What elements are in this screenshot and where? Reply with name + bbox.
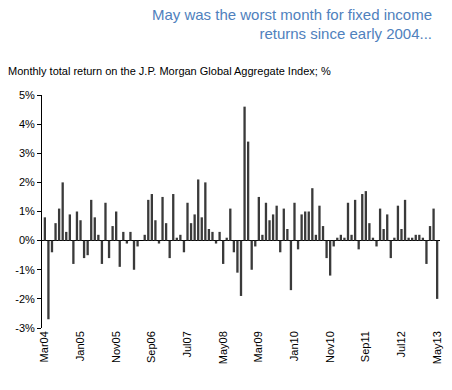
svg-text:Jan10: Jan10: [288, 331, 300, 361]
svg-text:5%: 5%: [19, 89, 35, 101]
svg-text:Nov05: Nov05: [110, 331, 122, 363]
svg-text:Sep06: Sep06: [145, 331, 157, 363]
svg-text:1%: 1%: [19, 205, 35, 217]
svg-text:Sep11: Sep11: [359, 331, 371, 362]
svg-text:-3%: -3%: [15, 322, 35, 334]
svg-text:Jul12: Jul12: [395, 331, 407, 357]
svg-text:3%: 3%: [19, 147, 35, 159]
svg-text:0%: 0%: [19, 234, 35, 246]
svg-text:Mar04: Mar04: [38, 331, 50, 362]
svg-text:4%: 4%: [19, 118, 35, 130]
svg-text:May08: May08: [217, 331, 229, 364]
svg-text:Nov10: Nov10: [324, 331, 336, 363]
svg-text:Jul07: Jul07: [181, 331, 193, 357]
svg-text:May was the worst month for fi: May was the worst month for fixed income…: [152, 6, 432, 43]
svg-text:Mar09: Mar09: [252, 331, 264, 362]
svg-text:May13: May13: [431, 331, 443, 364]
svg-text:-1%: -1%: [15, 264, 35, 276]
svg-text:Monthly total return on the J.: Monthly total return on the J.P. Morgan …: [8, 65, 331, 77]
svg-text:2%: 2%: [19, 176, 35, 188]
svg-text:-2%: -2%: [15, 293, 35, 305]
svg-text:Jan05: Jan05: [74, 331, 86, 361]
